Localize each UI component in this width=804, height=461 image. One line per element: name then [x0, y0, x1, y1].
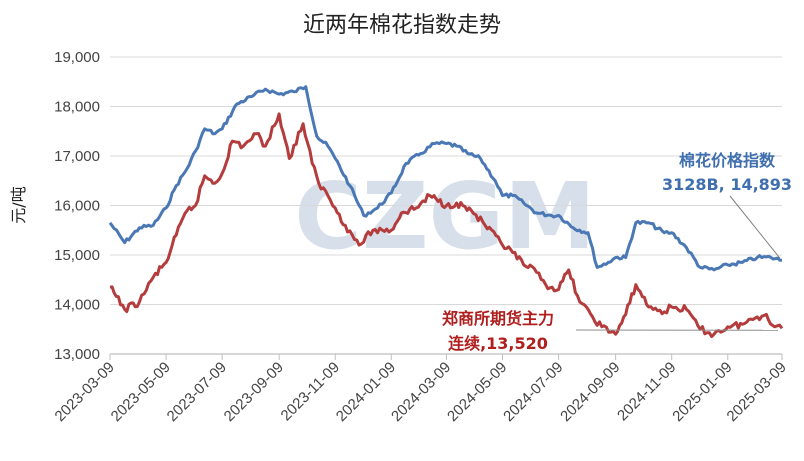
x-tick-label: 2023-05-09	[108, 359, 174, 425]
x-tick-label: 2024-03-09	[388, 359, 454, 425]
series-line-cotton-index	[108, 85, 783, 272]
series-lines	[108, 85, 784, 339]
annotation-cotton-index-value: 3128B, 14,893	[662, 175, 792, 194]
y-tick-label: 19,000	[54, 49, 100, 66]
chart-title: 近两年棉花指数走势	[303, 13, 501, 38]
leader-line-cotton-index	[729, 195, 781, 259]
y-tick-label: 13,000	[54, 346, 100, 363]
x-tick-label: 2023-07-09	[164, 359, 230, 425]
series-line-futures-main	[109, 112, 784, 339]
y-axis-label: 元/吨	[9, 186, 28, 223]
x-tick-label: 2024-07-09	[500, 359, 566, 425]
annotation-futures-value: 连续,13,520	[448, 334, 548, 353]
x-tick-label: 2023-03-09	[52, 359, 118, 425]
y-tick-label: 18,000	[54, 99, 100, 116]
y-tick-label: 14,000	[54, 297, 100, 314]
x-tick-label: 2023-09-09	[221, 359, 287, 425]
x-tick-label: 2024-05-09	[444, 359, 510, 425]
y-tick-label: 17,000	[54, 148, 100, 165]
y-tick-label: 15,000	[54, 247, 100, 264]
x-tick-label: 2024-09-09	[557, 359, 623, 425]
y-tick-label: 16,000	[54, 198, 100, 215]
annotation-futures-name: 郑商所期货主力	[442, 309, 554, 328]
annotation-cotton-index-name: 棉花价格指数	[679, 151, 776, 170]
